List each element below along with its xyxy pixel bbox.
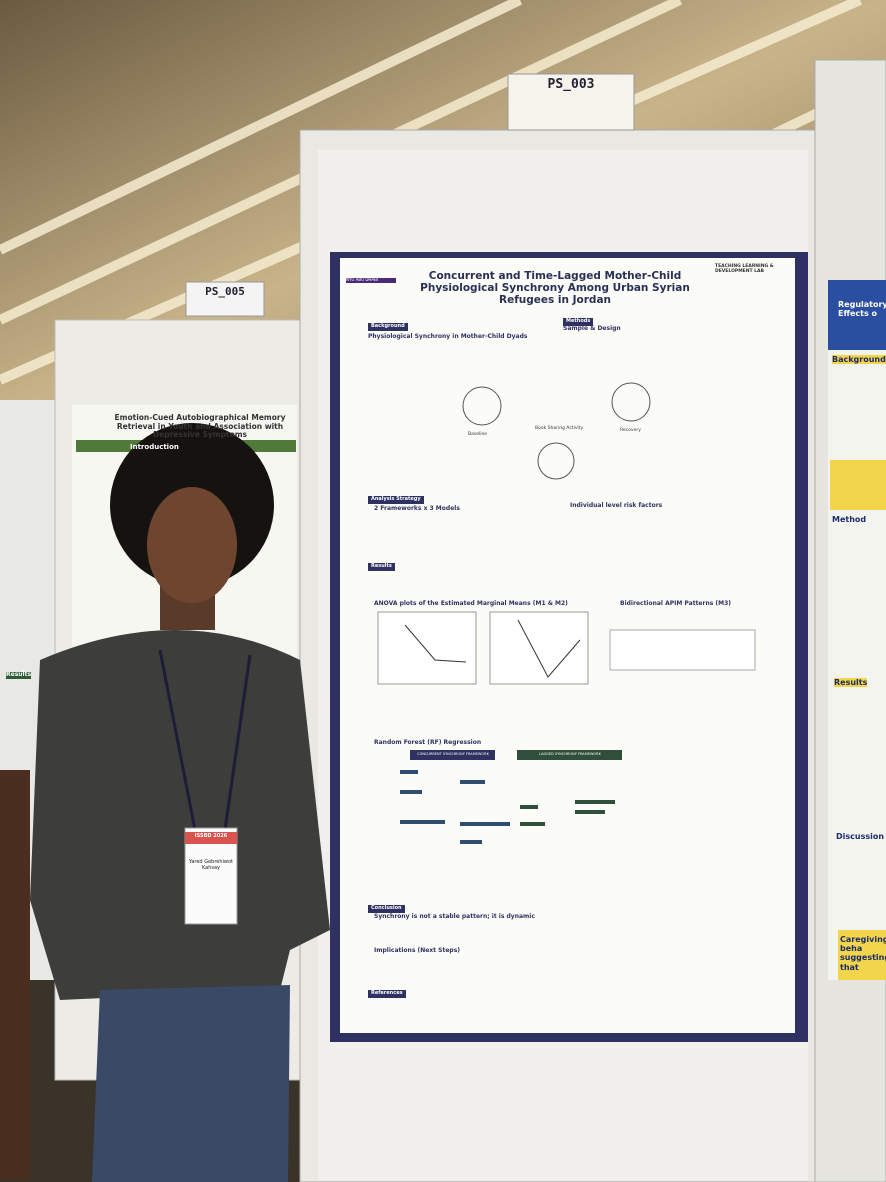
poster-left-title: Emotion-Cued Autobiographical Memory Ret… — [114, 413, 286, 440]
logo: TEACHING LEARNING & DEVELOPMENT LAB — [715, 264, 774, 275]
poster-title: Concurrent and Time-Lagged Mother-Child … — [420, 270, 690, 307]
subheading: LAGGED SYNCHRONY FRAMEWORK — [539, 752, 601, 756]
phase-label: Recovery — [620, 428, 641, 433]
section-heading: Analysis Strategy — [368, 496, 424, 504]
section-heading: Conclusion — [368, 905, 405, 913]
subheading: Physiological Synchrony in Mother-Child … — [368, 333, 528, 340]
subheading: Sample & Design — [563, 325, 621, 332]
section-heading: Results — [368, 563, 395, 571]
anova-plots — [377, 611, 756, 685]
sign-center-text: PS_003 — [547, 77, 595, 92]
person — [0, 423, 330, 1182]
phase-label: Book Sharing Activity — [535, 426, 584, 431]
subheading: Random Forest (RF) Regression — [374, 739, 482, 746]
subheading: Implications (Next Steps) — [374, 947, 461, 954]
section-heading: Results — [834, 678, 868, 688]
subheading: Synchrony is not a stable pattern; it is… — [374, 913, 535, 920]
subheading: 2 Frameworks x 3 Models — [374, 505, 460, 512]
section-heading: References — [368, 990, 406, 998]
poster-right — [828, 280, 886, 980]
section-heading: Methods — [563, 318, 594, 326]
badge-event: ISSBD 2026 — [194, 833, 228, 839]
subheading: Bidirectional APIM Patterns (M3) — [620, 600, 732, 607]
phase-label: Baseline — [468, 432, 488, 437]
subheading: Individual level risk factors — [570, 502, 663, 509]
subheading: CONCURRENT SYNCHRONY FRAMEWORK — [417, 752, 489, 756]
section-heading: Method — [832, 515, 867, 524]
rf-bars — [400, 750, 622, 844]
sign-left — [185, 281, 265, 317]
poster-right-title: Regulatory Effects o — [838, 300, 886, 319]
badge-name: Yared Gebrehiwot Kahsay — [188, 859, 234, 871]
section-heading: Background — [832, 355, 886, 365]
subheading: ANOVA plots of the Estimated Marginal Me… — [374, 600, 568, 607]
section-heading: Introduction — [130, 443, 179, 451]
phase-icons — [462, 382, 651, 480]
sign-left-text: PS_005 — [205, 285, 245, 298]
sign-center — [507, 73, 635, 131]
logo: NYU ABU DHABI — [346, 277, 396, 283]
poster-right-footer: Caregiving beha suggesting that — [840, 935, 886, 972]
section-heading: Background — [368, 323, 408, 331]
section-heading: Results — [6, 671, 32, 679]
section-heading: Discussion — [836, 832, 885, 841]
